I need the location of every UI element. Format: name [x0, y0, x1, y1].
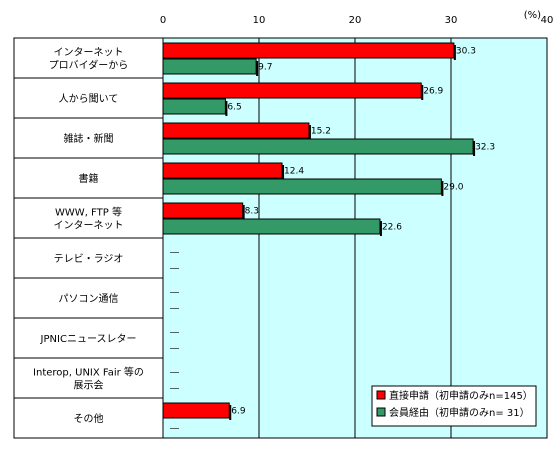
- x-tick-label: 40: [541, 15, 554, 26]
- bars: 30.3 9.7 26.9 6.5 15.2 32.3 12.4 29.0 8.3 22.6 ― ― ―…: [162, 42, 495, 434]
- x-tick-label: 20: [349, 15, 362, 26]
- bar-shadow: [229, 405, 232, 420]
- bar-member: [162, 98, 226, 115]
- bar-shadow: [473, 141, 476, 156]
- data-label: 9.7: [258, 63, 272, 73]
- category-label: 人から聞いて: [59, 93, 119, 105]
- bar-shadow: [282, 165, 285, 180]
- category-label: 展示会: [74, 379, 104, 392]
- bar-shadow: [225, 101, 228, 116]
- bar-direct: [162, 162, 283, 179]
- bar-direct: [162, 402, 230, 419]
- bar-shadow: [453, 45, 456, 60]
- zero-marker: ―: [170, 328, 179, 338]
- x-tick-label: 30: [445, 15, 458, 26]
- category-label: プロバイダーから: [49, 59, 129, 72]
- legend-box: [371, 385, 537, 427]
- category-label: 書籍: [79, 172, 99, 185]
- data-label: 26.9: [423, 87, 443, 97]
- bar-shadow: [242, 205, 245, 220]
- legend-swatch: [376, 390, 386, 400]
- bar-member: [162, 138, 474, 155]
- legend-swatch: [376, 407, 386, 417]
- data-label: 30.3: [456, 47, 476, 57]
- category-label: インターネット: [54, 220, 124, 232]
- bar-member: [162, 58, 257, 75]
- data-label: 12.4: [284, 167, 304, 177]
- category-label: WWW, FTP 等: [55, 206, 122, 219]
- category-label: Interop, UNIX Fair 等の: [33, 366, 144, 379]
- legend: 直接申請（初申請のみn=145） 会員経由（初申請のみn= 31）: [371, 385, 537, 427]
- category-label: インターネット: [54, 47, 124, 59]
- category-label: その他: [74, 412, 104, 425]
- data-label: 32.3: [475, 143, 495, 153]
- bar-shadow: [308, 125, 311, 140]
- data-label: 6.5: [227, 103, 241, 113]
- bar-member: [162, 178, 442, 195]
- zero-marker: ―: [170, 344, 179, 354]
- category-label: 雑誌・新聞: [64, 132, 114, 145]
- data-label: 22.6: [382, 223, 402, 233]
- category-label: JPNICニュースレター: [40, 333, 137, 345]
- bar-direct: [162, 82, 422, 99]
- zero-marker: ―: [170, 424, 179, 434]
- bar-shadow: [441, 181, 444, 196]
- legend-label: 会員経由（初申請のみn= 31）: [389, 406, 530, 419]
- x-tick-label: 0: [160, 15, 166, 26]
- category-label: テレビ・ラジオ: [54, 253, 124, 265]
- zero-marker: ―: [170, 264, 179, 274]
- bar-direct: [162, 42, 455, 59]
- zero-marker: ―: [170, 288, 179, 298]
- bar-member: [162, 218, 381, 235]
- bar-direct: [162, 122, 310, 139]
- unit-label: (%): [524, 10, 541, 21]
- data-label: 6.9: [231, 407, 246, 417]
- legend-label: 直接申請（初申請のみn=145）: [389, 389, 533, 402]
- zero-marker: ―: [170, 368, 179, 378]
- gridlines: [258, 38, 452, 438]
- zero-marker: ―: [170, 248, 179, 258]
- bar-shadow: [379, 221, 382, 236]
- bar-shadow: [256, 61, 259, 76]
- bar-direct: [162, 202, 244, 219]
- bar-shadow: [421, 85, 424, 100]
- category-label: パソコン通信: [59, 293, 119, 305]
- x-axis-ticks: 0 10 20 30 40: [160, 15, 554, 26]
- zero-marker: ―: [170, 384, 179, 394]
- data-label: 8.3: [245, 207, 259, 217]
- data-label: 29.0: [443, 183, 463, 193]
- zero-marker: ―: [170, 304, 179, 314]
- data-label: 15.2: [311, 127, 331, 137]
- x-tick-label: 10: [253, 15, 266, 26]
